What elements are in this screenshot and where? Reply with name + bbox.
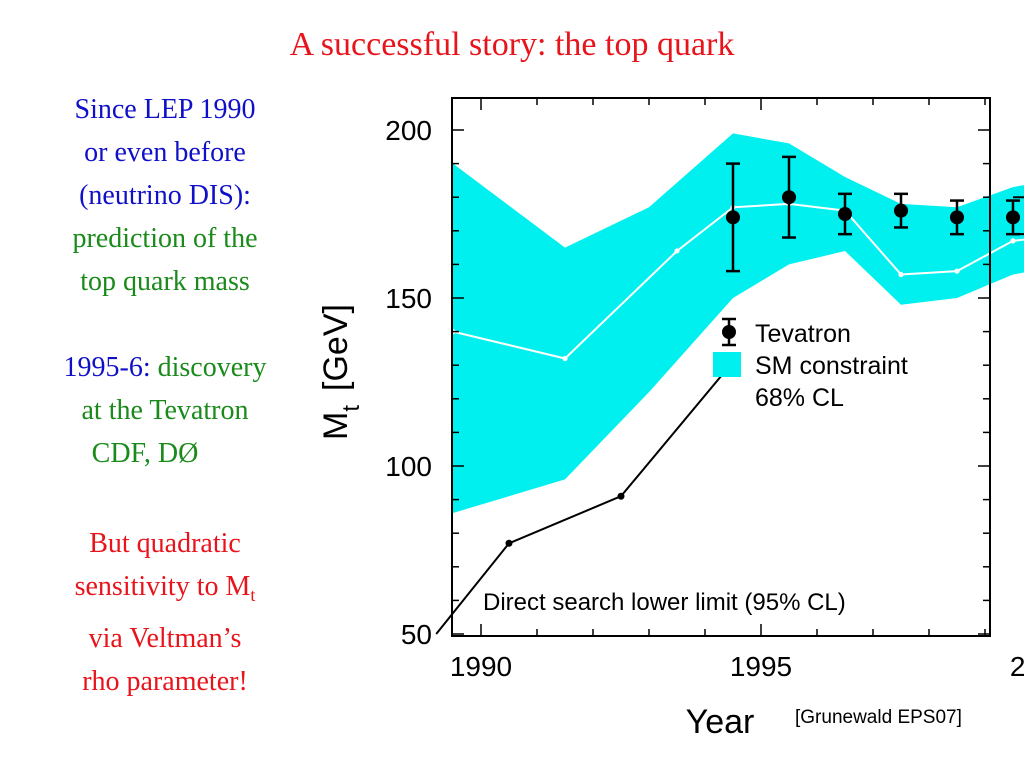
sm-central-point: [1010, 238, 1016, 244]
text-line: (neutrino DIS):: [79, 180, 251, 211]
direct-limit-line: [435, 361, 734, 635]
text-block-prediction: Since LEP 1990 or even before (neutrino …: [20, 88, 310, 303]
direct-limit-point: [505, 539, 513, 547]
legend-tevatron-marker: [722, 325, 736, 339]
mt-subscript: t: [250, 585, 256, 605]
text-block-discovery: 1995-6: discovery at the Tevatron CDF, D…: [20, 346, 310, 475]
y-tick-label: 100: [385, 451, 432, 482]
text-line: Since LEP 1990: [74, 94, 256, 125]
text-line: top quark mass: [80, 266, 250, 297]
text-line: via Veltman’s: [88, 623, 242, 654]
text-line: at the Tevatron: [81, 395, 249, 426]
y-label-unit: [GeV]: [317, 304, 355, 391]
sensitivity-text: sensitivity to M: [74, 571, 251, 602]
discovery-word: discovery: [157, 352, 267, 383]
legend-sm-cl: 68% CL: [755, 384, 844, 412]
legend-sm-label: SM constraint: [755, 352, 908, 380]
x-tick-label: 1990: [450, 651, 512, 682]
sm-central-point: [954, 268, 960, 274]
slide-title: A successful story: the top quark: [289, 26, 735, 63]
sm-central-point: [674, 248, 680, 254]
discovery-years: 1995-6:: [63, 352, 151, 383]
text-line: sensitivity to Mt: [20, 565, 310, 617]
text-line: or even before: [84, 137, 246, 168]
citation: [Grunewald EPS07]: [795, 707, 962, 728]
sm-central-point: [898, 271, 904, 278]
tevatron-point: [950, 210, 964, 225]
y-axis-label: Mt [GeV]: [317, 304, 365, 440]
y-label-sub: t: [338, 405, 365, 412]
tevatron-point: [894, 203, 908, 218]
y-tick-label: 150: [385, 283, 432, 314]
tevatron-point: [1006, 210, 1020, 225]
text-block-sensitivity: But quadratic sensitivity to Mt via Velt…: [20, 522, 310, 703]
direct-limit-point: [617, 492, 625, 500]
plot-frame: [451, 97, 991, 637]
legend-tevatron-label: Tevatron: [755, 320, 851, 348]
direct-search-annotation: Direct search lower limit (95% CL): [483, 589, 846, 616]
y-tick-label: 50: [401, 619, 432, 650]
tevatron-point: [782, 190, 796, 205]
x-tick-label: 1995: [730, 651, 792, 682]
text-line: CDF, DØ: [91, 438, 199, 469]
legend-sm-swatch: [713, 352, 741, 377]
legend: Tevatron SM constraint 68% CL: [713, 317, 908, 412]
text-line: prediction of the: [72, 223, 258, 254]
text-line: 1995-6: discovery: [20, 346, 310, 389]
svg-text:Mt[GeV]: Mt [GeV]: [317, 304, 365, 440]
text-line: rho parameter!: [82, 666, 248, 697]
y-label-main: M: [317, 412, 355, 440]
y-tick-label: 200: [385, 115, 432, 146]
tevatron-point: [838, 207, 852, 221]
x-axis-label: Year: [686, 703, 755, 741]
sm-constraint-band: [453, 133, 1024, 513]
text-line: But quadratic: [89, 528, 241, 559]
x-tick-label: 2000: [1010, 651, 1024, 682]
sm-central-point: [562, 355, 568, 362]
tevatron-point: [726, 210, 740, 225]
